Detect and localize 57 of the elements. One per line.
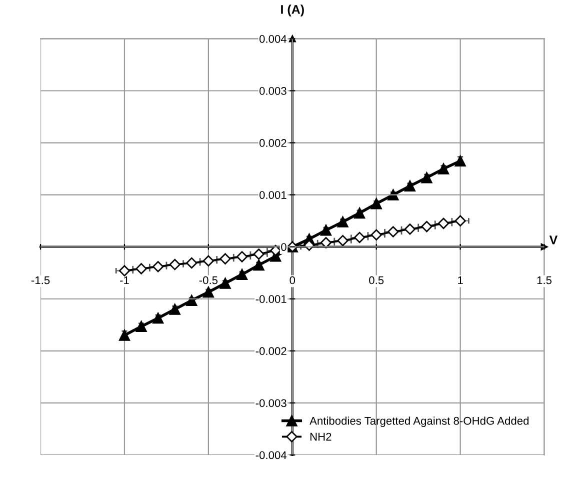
point — [438, 218, 450, 230]
point — [202, 286, 214, 298]
point — [186, 257, 198, 269]
point — [438, 163, 450, 174]
x-tick-label: 0.5 — [369, 276, 384, 284]
point — [354, 207, 366, 219]
point — [421, 220, 432, 232]
point — [370, 198, 382, 210]
point — [220, 253, 231, 264]
point — [152, 261, 164, 272]
point — [236, 251, 248, 262]
point — [320, 224, 332, 236]
point — [220, 278, 231, 289]
point — [169, 304, 180, 315]
x-tick-label: 1.5 — [537, 276, 552, 284]
x-tick-label: -0.5 — [199, 276, 218, 284]
y-tick-label: 0.002 — [259, 139, 286, 147]
point — [421, 172, 432, 184]
y-tick-label: -0.003 — [256, 399, 286, 408]
point — [454, 155, 466, 167]
point — [253, 259, 264, 271]
y-tick-label: 0.001 — [259, 191, 286, 199]
point — [118, 265, 130, 276]
point — [320, 237, 332, 248]
y-tick-label: 0 — [281, 243, 286, 251]
y-tick-label: -0.004 — [256, 451, 287, 460]
x-tick-label: 0 — [290, 276, 296, 284]
x-tick-label: -1.5 — [31, 276, 50, 284]
point — [388, 226, 399, 238]
y-tick-label: -0.001 — [256, 295, 286, 304]
point — [388, 189, 399, 200]
legend-label: Antibodies Targetted Against 8-OHdG Added — [310, 416, 529, 427]
point — [186, 294, 198, 306]
point — [370, 229, 382, 240]
point — [136, 263, 147, 274]
y-tick-label: 0.003 — [259, 87, 286, 95]
x-tick-label: -1 — [120, 276, 129, 284]
y-tick-label: 0.004 — [259, 34, 287, 43]
x-axis-title: V — [549, 236, 558, 244]
point — [169, 258, 180, 270]
y-tick-label: -0.002 — [256, 347, 286, 356]
point — [236, 268, 248, 280]
x-tick-label: 1 — [458, 276, 463, 284]
y-axis-title: I (A) — [281, 4, 304, 16]
point — [304, 240, 315, 251]
point — [337, 234, 348, 246]
point — [454, 215, 466, 226]
legend-label: NH2 — [310, 432, 332, 441]
point — [354, 232, 366, 244]
point — [118, 330, 130, 341]
point — [404, 180, 416, 192]
point — [253, 248, 264, 260]
point — [202, 255, 214, 266]
point — [152, 312, 164, 324]
point — [136, 320, 147, 332]
point — [337, 216, 348, 228]
point — [404, 224, 416, 235]
